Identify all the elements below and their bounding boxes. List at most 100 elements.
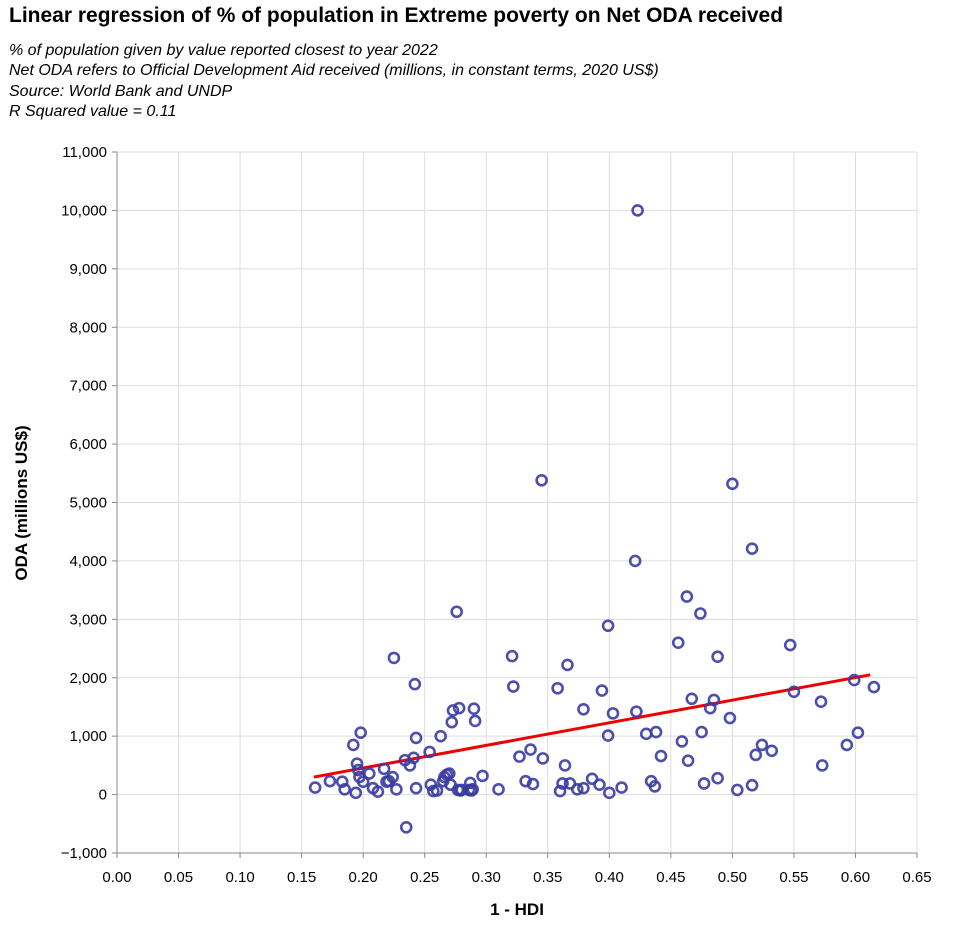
data-point [595,684,609,697]
y-tick-label: 8,000 [69,319,107,336]
data-point [561,658,574,672]
data-point [507,680,520,693]
data-point [467,702,481,716]
data-point [601,619,615,633]
data-point [492,783,505,796]
subtitle-line-4: R Squared value = 0.11 [9,102,177,120]
data-point [452,701,466,715]
data-point [745,778,759,792]
data-point [513,750,526,763]
data-point [338,783,351,796]
gridlines [116,151,918,854]
data-point [505,649,519,663]
y-tick-label: 5,000 [69,495,107,512]
data-point [476,769,489,783]
data-point [851,726,865,739]
data-point [524,743,537,756]
data-point [648,780,662,793]
data-point [423,745,436,759]
y-tick-label: 3,000 [69,611,107,628]
x-tick-label: 0.05 [164,869,193,886]
data-point [434,729,447,743]
data-point [814,695,828,709]
data-point [680,590,694,603]
data-point [363,767,376,780]
data-point [695,725,708,739]
data-point [675,735,689,748]
x-tick-label: 0.40 [595,869,624,886]
y-tick-label: 0 [99,787,107,804]
y-tick-label: 6,000 [69,436,107,453]
data-point [356,775,370,789]
data-point [399,820,413,834]
data-point [707,693,721,707]
data-point [430,784,444,797]
x-tick-label: 0.60 [841,869,870,886]
data-point [519,774,532,788]
x-axis-title: 1 - HDI [490,900,544,919]
data-point [726,477,739,491]
data-point [631,204,644,217]
data-point [697,777,711,790]
x-tick-label: 0.15 [287,869,316,886]
data-point [603,786,616,800]
data-point [408,677,422,691]
y-tick-label: −1,000 [61,845,107,862]
data-point [350,757,364,770]
subtitle-line-1: % of population given by value reported … [9,42,438,59]
data-point [711,771,724,785]
data-point [628,554,642,568]
y-tick-label: 4,000 [69,553,107,570]
data-point [377,762,391,776]
axes: 0.00 0.05 0.10 0.15 0.20 0.25 0.30 0.35 0.40 0.45… [61,144,932,886]
data-point [308,781,322,794]
data-point [671,636,685,650]
data-point [577,702,590,716]
data-point [765,744,779,758]
data-point [787,685,801,699]
data-point [606,707,620,720]
data-point [535,474,548,487]
data-point [371,785,385,798]
data-point [711,650,724,664]
x-tick-label: 0.35 [533,869,562,886]
data-point [577,781,590,795]
data-point [615,781,628,794]
data-point [468,714,482,728]
data-point [783,638,797,652]
data-point [551,681,564,695]
data-point [639,727,653,741]
data-point [847,673,861,687]
y-tick-label: 9,000 [69,261,107,278]
regression-line [313,673,871,779]
data-point [571,783,584,796]
data-point [354,726,367,739]
data-point [558,759,572,772]
data-point [409,731,423,745]
data-point [755,738,769,752]
y-tick-label: 11,000 [62,144,107,161]
x-tick-label: 0.20 [349,869,378,886]
x-tick-label: 0.65 [902,869,931,886]
data-point [463,776,477,790]
subtitle-line-3: Source: World Bank and UNDP [9,82,233,100]
data-point [407,751,420,765]
data-point [387,651,401,665]
x-tick-label: 0.30 [472,869,501,886]
subtitle-line-2: Net ODA refers to Official Development A… [9,62,659,80]
data-point [654,749,668,763]
y-tick-label: 2,000 [69,670,107,687]
data-point [553,784,567,798]
data-point [723,711,737,725]
x-tick-label: 0.50 [718,869,747,886]
data-point [745,542,759,555]
data-point [681,754,695,768]
regression-line-group [313,673,871,779]
x-tick-label: 0.00 [102,869,131,886]
data-point [323,774,337,788]
data-point [593,778,606,791]
x-tick-label: 0.10 [225,869,254,886]
x-tick-label: 0.55 [779,869,808,886]
data-point [390,783,403,796]
data-point [840,738,854,752]
